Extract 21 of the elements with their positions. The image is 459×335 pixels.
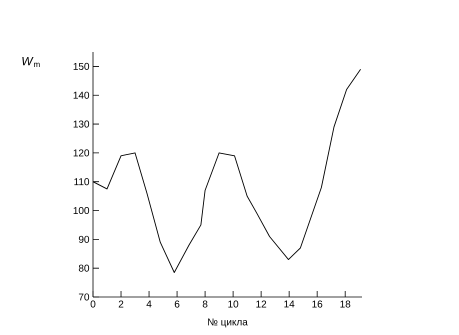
y-tick-label: 90 — [78, 236, 90, 243]
y-tick-label: 140 — [74, 92, 90, 99]
x-axis-title: № цикла — [208, 318, 248, 328]
x-tick-label: 8 — [202, 300, 208, 308]
x-tick-label: 16 — [312, 300, 322, 308]
x-tick-label: 12 — [256, 300, 266, 308]
x-tick-label: 0 — [90, 300, 96, 308]
y-tick-label: 80 — [78, 264, 90, 272]
y-tick-label: 120 — [74, 149, 90, 156]
y-tick-label: 100 — [74, 207, 90, 214]
y-tick-label: 150 — [74, 62, 90, 70]
x-tick-label: 2 — [118, 300, 124, 308]
x-tick-label: 4 — [146, 300, 152, 308]
x-tick-label: 14 — [284, 300, 294, 308]
y-tick-label: 130 — [74, 120, 90, 128]
x-tick-label: 18 — [340, 300, 350, 308]
y-axis-title: W$_{m}$ — [22, 57, 40, 68]
x-tick-label: 6 — [174, 300, 180, 308]
y-tick-label: 110 — [74, 178, 90, 186]
y-tick-label: 70 — [78, 293, 90, 301]
x-tick-label: 10 — [228, 300, 238, 308]
